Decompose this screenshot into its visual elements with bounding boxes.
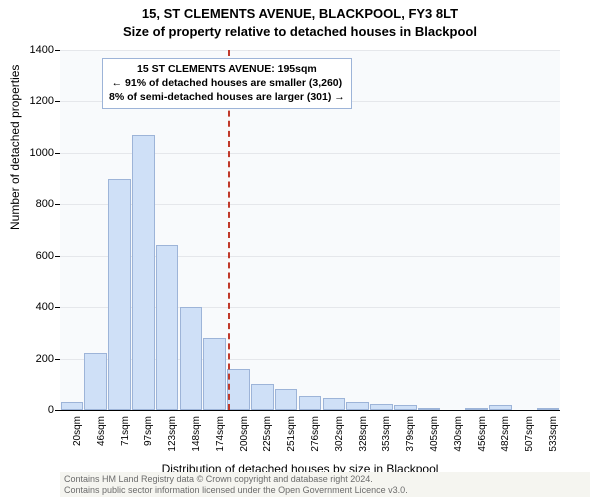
y-tick-label: 600: [6, 250, 54, 262]
y-tick-label: 800: [6, 198, 54, 210]
histogram-bar: [180, 307, 203, 410]
annotation-line-3: 8% of semi-detached houses are larger (3…: [109, 90, 345, 104]
y-tick-label: 0: [6, 404, 54, 416]
histogram-bar: [299, 396, 322, 410]
histogram-bar: [84, 353, 107, 410]
y-tick-label: 400: [6, 301, 54, 313]
chart-container: 15, ST CLEMENTS AVENUE, BLACKPOOL, FY3 8…: [0, 0, 600, 500]
y-tick-label: 200: [6, 353, 54, 365]
y-tick-label: 1200: [6, 95, 54, 107]
y-tick-mark: [55, 410, 60, 411]
histogram-bar: [251, 384, 274, 410]
annotation-line-2: ← 91% of detached houses are smaller (3,…: [109, 76, 345, 90]
histogram-bar: [394, 405, 417, 410]
histogram-bar: [418, 408, 441, 410]
histogram-bar: [323, 398, 346, 410]
histogram-bar: [370, 404, 393, 410]
footer-line-1: Contains HM Land Registry data © Crown c…: [64, 474, 586, 484]
plot-area: 15 ST CLEMENTS AVENUE: 195sqm ← 91% of d…: [60, 50, 560, 411]
y-tick-label: 1400: [6, 44, 54, 56]
chart-title-sub: Size of property relative to detached ho…: [0, 24, 600, 39]
histogram-bar: [465, 408, 488, 410]
y-tick-mark: [55, 50, 60, 51]
histogram-bar: [61, 402, 84, 410]
histogram-bar: [275, 389, 298, 410]
histogram-bar: [203, 338, 226, 410]
histogram-bar: [132, 135, 155, 410]
y-tick-label: 1000: [6, 147, 54, 159]
histogram-bar: [227, 369, 250, 410]
y-tick-mark: [55, 101, 60, 102]
footer-attribution: Contains HM Land Registry data © Crown c…: [60, 472, 590, 497]
y-tick-mark: [55, 359, 60, 360]
annotation-line-1: 15 ST CLEMENTS AVENUE: 195sqm: [109, 62, 345, 76]
y-tick-mark: [55, 153, 60, 154]
histogram-bar: [346, 402, 369, 410]
histogram-bar: [108, 179, 131, 410]
chart-title-main: 15, ST CLEMENTS AVENUE, BLACKPOOL, FY3 8…: [0, 6, 600, 21]
annotation-box: 15 ST CLEMENTS AVENUE: 195sqm ← 91% of d…: [102, 58, 352, 109]
histogram-bar: [156, 245, 179, 410]
gridline: [60, 50, 560, 51]
y-tick-mark: [55, 256, 60, 257]
y-tick-mark: [55, 204, 60, 205]
histogram-bar: [537, 408, 560, 410]
footer-line-2: Contains public sector information licen…: [64, 485, 586, 495]
y-tick-mark: [55, 307, 60, 308]
histogram-bar: [489, 405, 512, 410]
